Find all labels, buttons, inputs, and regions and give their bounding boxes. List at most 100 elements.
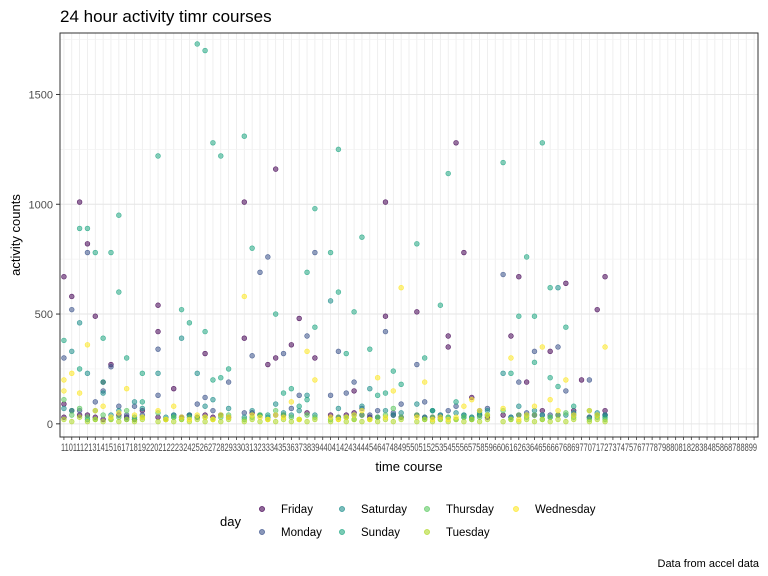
data-point (210, 140, 216, 146)
data-point (335, 416, 342, 423)
data-point (76, 199, 83, 205)
data-point (500, 159, 506, 166)
data-point (84, 225, 91, 232)
data-point (288, 385, 295, 392)
data-point (139, 370, 146, 377)
data-point (84, 414, 91, 420)
data-point (202, 394, 208, 401)
data-point (516, 416, 522, 423)
data-point (296, 403, 302, 409)
data-point (296, 392, 302, 398)
data-point (539, 412, 546, 418)
data-point (555, 284, 561, 291)
data-point (390, 412, 397, 418)
data-point (500, 271, 506, 278)
data-point (437, 302, 444, 308)
data-point (555, 407, 561, 414)
data-point (178, 414, 185, 420)
data-point (429, 416, 436, 423)
data-point (453, 140, 459, 146)
data-point (76, 414, 83, 420)
data-point (69, 418, 75, 425)
data-point (555, 412, 561, 418)
data-point (374, 414, 381, 420)
data-point (555, 383, 561, 390)
data-point (296, 315, 302, 322)
legend-label: Wednesday (535, 504, 596, 516)
data-point (178, 335, 185, 341)
data-point (84, 370, 91, 377)
data-point (210, 377, 216, 383)
data-point (516, 403, 522, 409)
data-point (76, 405, 83, 412)
data-point (367, 412, 373, 418)
data-point (280, 350, 287, 357)
data-point (484, 407, 491, 414)
y-tick-label: 1000 (29, 199, 53, 211)
data-point (304, 418, 310, 425)
legend-label: Tuesday (446, 527, 490, 539)
data-point (327, 298, 334, 304)
chart-caption: Data from accel data (658, 558, 760, 570)
legend-key (424, 529, 430, 535)
data-point (69, 293, 75, 300)
data-point (516, 379, 522, 385)
data-point (374, 418, 381, 425)
data-point (563, 324, 569, 330)
data-point (500, 370, 506, 377)
legend-key (513, 506, 519, 512)
legend-item: Sunday (339, 527, 400, 539)
data-point (61, 355, 67, 361)
data-point (272, 311, 279, 317)
data-point (359, 403, 365, 409)
data-point (508, 355, 514, 361)
data-point (108, 364, 114, 370)
data-point (469, 416, 475, 423)
data-point (429, 407, 436, 414)
data-point (461, 414, 467, 420)
data-point (390, 418, 397, 425)
data-point (382, 407, 389, 414)
data-point (414, 418, 420, 425)
data-point (547, 375, 553, 381)
data-point (265, 361, 271, 368)
data-point (155, 302, 161, 308)
data-point (123, 412, 130, 418)
data-point (116, 418, 122, 425)
data-point (202, 414, 208, 420)
y-axis-title: activity counts (8, 194, 23, 276)
data-point (421, 355, 428, 361)
data-point (171, 385, 177, 392)
y-axis-ticks: 0 500 1000 1500 (29, 89, 60, 431)
data-point (398, 416, 404, 423)
data-point (288, 414, 295, 420)
data-point (586, 407, 593, 414)
legend-item: Friday (259, 504, 313, 516)
data-point (241, 418, 248, 425)
data-point (570, 416, 577, 423)
data-point (343, 418, 349, 425)
data-point (61, 274, 67, 280)
data-point (249, 353, 255, 359)
data-point (131, 403, 138, 409)
data-point (61, 337, 67, 344)
data-point (335, 146, 342, 153)
data-point (563, 280, 569, 287)
data-point (265, 412, 271, 418)
data-point (531, 313, 538, 319)
data-point (523, 379, 530, 385)
data-point (382, 414, 389, 420)
x-axis-title: time course (375, 459, 442, 474)
legend-item: Monday (259, 527, 322, 539)
data-point (445, 170, 451, 177)
data-point (359, 418, 365, 425)
legend-label: Saturday (361, 504, 407, 516)
legend-item: Tuesday (424, 527, 490, 539)
data-point (351, 379, 357, 385)
data-point (100, 412, 106, 418)
data-points (61, 41, 608, 425)
data-point (61, 388, 67, 394)
data-point (265, 416, 271, 423)
data-point (194, 412, 200, 418)
data-point (116, 414, 122, 420)
